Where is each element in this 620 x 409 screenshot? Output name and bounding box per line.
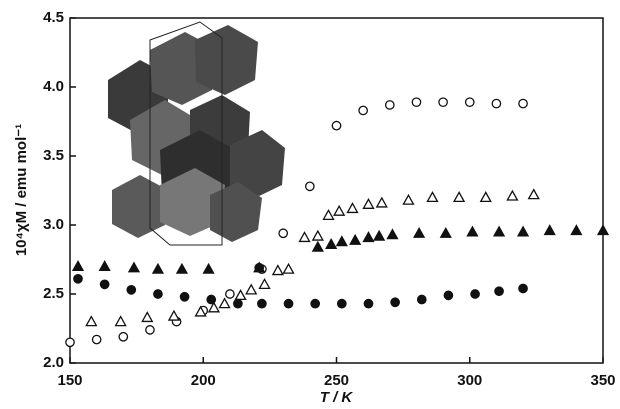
y-tick-label: 2.0 <box>43 354 64 371</box>
y-tick-label: 3.0 <box>43 216 64 233</box>
data-point <box>495 287 503 295</box>
data-point <box>454 192 464 201</box>
data-point <box>518 227 528 236</box>
y-tick-label: 2.5 <box>43 285 64 302</box>
data-point <box>236 290 246 299</box>
x-tick-label: 350 <box>590 372 615 389</box>
x-tick-label: 300 <box>457 372 482 389</box>
data-point <box>234 299 242 307</box>
data-point <box>119 333 127 341</box>
data-point <box>324 210 334 219</box>
data-point <box>507 191 517 200</box>
data-point <box>207 295 215 303</box>
data-point <box>129 263 139 272</box>
data-point <box>466 98 474 106</box>
x-tick-label: 250 <box>324 372 349 389</box>
data-point <box>204 264 214 273</box>
data-point <box>386 101 394 109</box>
data-point <box>311 299 319 307</box>
crystal-structure-inset <box>108 22 285 245</box>
y-axis-label: 10⁴χM / emu mol⁻¹ <box>13 124 30 256</box>
data-point <box>284 264 294 273</box>
data-point <box>427 192 437 201</box>
data-point <box>246 285 256 294</box>
data-point <box>374 231 384 240</box>
x-tick-label: 200 <box>191 372 216 389</box>
data-point <box>412 98 420 106</box>
data-point <box>255 264 263 272</box>
data-point <box>177 264 187 273</box>
data-point <box>377 198 387 207</box>
data-point <box>334 206 344 215</box>
data-point <box>258 299 266 307</box>
data-point <box>519 99 527 107</box>
data-point <box>338 299 346 307</box>
data-point <box>73 261 83 270</box>
data-point <box>571 226 581 235</box>
data-point <box>444 291 452 299</box>
data-point <box>519 284 527 292</box>
x-axis-label: T / K <box>320 389 354 406</box>
data-point <box>142 312 152 321</box>
data-point <box>418 295 426 303</box>
data-point <box>403 195 413 204</box>
data-point <box>391 298 399 306</box>
data-point <box>74 275 82 283</box>
data-point <box>260 279 270 288</box>
data-point <box>92 335 100 343</box>
data-point <box>387 230 397 239</box>
data-point <box>153 264 163 273</box>
data-point <box>306 182 314 190</box>
data-point <box>598 226 608 235</box>
data-point <box>313 231 323 240</box>
data-point <box>337 237 347 246</box>
data-point <box>347 203 357 212</box>
data-point <box>180 293 188 301</box>
data-point <box>100 261 110 270</box>
chart: T / K 10⁴χM / emu mol⁻¹ 150 200 250 300 350 2… <box>0 0 620 409</box>
data-point <box>359 106 367 114</box>
data-point <box>326 239 336 248</box>
data-point <box>154 290 162 298</box>
data-point <box>279 229 287 237</box>
y-tick-label: 4.5 <box>43 9 64 26</box>
data-point <box>100 280 108 288</box>
data-point <box>492 99 500 107</box>
data-point <box>494 227 504 236</box>
data-point <box>313 242 323 251</box>
data-point <box>350 235 360 244</box>
data-point <box>364 299 372 307</box>
data-point <box>332 121 340 129</box>
data-point <box>363 199 373 208</box>
data-point <box>363 232 373 241</box>
page: {"chart_data": {"type": "scatter", "x_la… <box>0 0 620 409</box>
data-point <box>273 266 283 275</box>
data-point <box>439 98 447 106</box>
y-tick-label: 4.0 <box>43 78 64 95</box>
data-point <box>414 228 424 237</box>
x-tick-label: 150 <box>57 372 82 389</box>
data-point <box>284 299 292 307</box>
data-point <box>300 232 310 241</box>
data-point <box>481 192 491 201</box>
data-point <box>146 326 154 334</box>
data-point <box>169 311 179 320</box>
data-point <box>545 226 555 235</box>
data-point <box>441 228 451 237</box>
data-point <box>529 190 539 199</box>
data-point <box>226 290 234 298</box>
y-tick-label: 3.5 <box>43 147 64 164</box>
data-point <box>471 290 479 298</box>
data-point <box>467 227 477 236</box>
data-point <box>127 286 135 294</box>
data-point <box>86 317 96 326</box>
data-point <box>116 317 126 326</box>
data-point <box>66 338 74 346</box>
data-point <box>220 299 230 308</box>
